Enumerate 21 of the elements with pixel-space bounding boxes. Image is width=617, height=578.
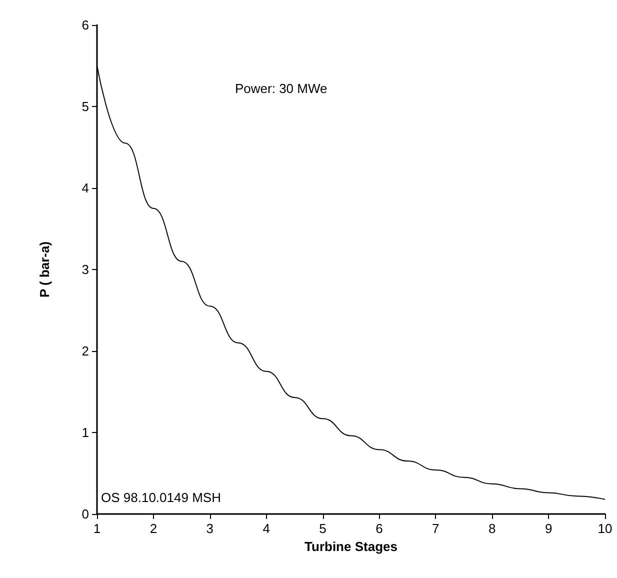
x-tick-label: 3 xyxy=(206,521,214,536)
x-tick-label: 5 xyxy=(319,521,326,536)
x-tick-label: 7 xyxy=(432,521,440,536)
x-tick-label: 6 xyxy=(376,521,383,536)
y-tick-label: 5 xyxy=(82,99,89,114)
x-tick-label: 8 xyxy=(488,521,496,536)
x-tick-label: 10 xyxy=(598,521,612,536)
x-axis-title: Turbine Stages xyxy=(304,538,398,554)
annotation: Power: 30 MWe xyxy=(235,81,328,96)
annotation: OS 98.10.0149 MSH xyxy=(101,490,221,505)
y-tick-label: 2 xyxy=(82,344,89,358)
x-tick-label: 9 xyxy=(544,521,552,536)
y-tick-label: 0 xyxy=(82,506,89,522)
x-tick-label: 4 xyxy=(262,521,270,536)
x-tick-label: 2 xyxy=(150,521,158,536)
y-tick-label: 4 xyxy=(82,180,89,196)
y-tick-label: 6 xyxy=(82,18,89,32)
y-tick-label: 1 xyxy=(82,425,89,440)
y-tick-label: 3 xyxy=(82,262,89,277)
y-axis-title: P ( bar-a) xyxy=(37,241,52,298)
x-tick-label: 1 xyxy=(93,521,101,536)
